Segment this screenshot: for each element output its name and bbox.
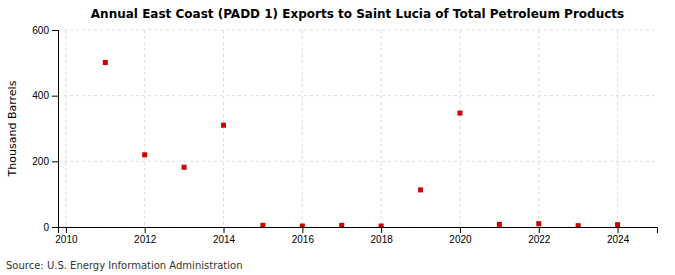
points <box>103 60 620 227</box>
title: Annual East Coast (PADD 1) Exports to Sa… <box>91 7 624 21</box>
grid <box>58 30 657 227</box>
plot: 2010 2012 2014 2016 2018 2020 2022 2024 0 200 400 6… <box>32 25 657 245</box>
point <box>142 152 147 157</box>
grid-line-y <box>58 30 657 31</box>
y-tick-mark <box>52 96 58 97</box>
grid-line-x <box>617 30 618 227</box>
x-tick: 2022 <box>528 227 551 245</box>
grid-line-x <box>302 30 303 227</box>
y-tick-mark <box>52 227 58 228</box>
x-tick-label: 2024 <box>607 234 630 245</box>
x-tick-mark <box>460 227 461 233</box>
y-tick-label: 0 <box>43 222 49 233</box>
y-tick-label: 600 <box>32 25 49 36</box>
y-tick: 0 <box>43 222 58 233</box>
y-tick-mark <box>52 30 58 31</box>
point <box>339 223 344 227</box>
source: Source: U.S. Energy Information Administ… <box>6 260 243 271</box>
y-tick-label: 200 <box>32 156 49 167</box>
point <box>497 222 502 227</box>
point <box>300 224 305 227</box>
grid-line-x <box>65 30 66 227</box>
grid-line-x <box>381 30 382 227</box>
x-tick: 2016 <box>292 227 315 245</box>
x-tick: 2018 <box>371 227 394 245</box>
x-axis: 2010 2012 2014 2016 2018 2020 2022 2024 <box>55 227 657 245</box>
y-axis-line <box>52 31 59 228</box>
y-tick-mark <box>52 161 58 162</box>
x-tick-label: 2012 <box>134 234 157 245</box>
point <box>615 222 620 227</box>
x-tick-mark <box>145 227 146 233</box>
y-tick-label: 400 <box>32 90 49 101</box>
x-tick: 2014 <box>213 227 236 245</box>
x-tick-mark <box>66 227 67 233</box>
point <box>103 60 108 65</box>
point <box>260 223 265 227</box>
x-tick-mark <box>381 227 382 233</box>
x-tick-label: 2014 <box>213 234 236 245</box>
grid-line-x <box>459 30 460 227</box>
y-tick: 400 <box>32 90 58 101</box>
x-tick: 2012 <box>134 227 157 245</box>
x-tick-mark <box>224 227 225 233</box>
point <box>457 111 462 116</box>
y-axis: 0 200 400 600 <box>32 25 58 233</box>
point <box>536 221 541 226</box>
x-tick-label: 2022 <box>528 234 551 245</box>
grid-line-y <box>58 161 657 162</box>
grid-line-x <box>538 30 539 227</box>
point <box>221 123 226 128</box>
point <box>379 224 384 227</box>
x-tick: 2010 <box>55 227 78 245</box>
y-axis-title: Thousand Barrels <box>6 80 19 177</box>
x-tick-label: 2018 <box>371 234 394 245</box>
y-tick: 600 <box>32 25 58 36</box>
point <box>182 165 187 170</box>
x-tick: 2020 <box>449 227 472 245</box>
grid-line-y <box>58 95 657 96</box>
x-tick-mark <box>618 227 619 233</box>
point <box>418 187 423 192</box>
x-tick-mark <box>539 227 540 233</box>
grid-line-x <box>223 30 224 227</box>
point <box>576 223 581 227</box>
y-tick: 200 <box>32 156 58 167</box>
chart: 2010 2012 2014 2016 2018 2020 2022 2024 0 200 400 6… <box>0 0 675 275</box>
x-tick-label: 2020 <box>449 234 472 245</box>
grid-line-x <box>144 30 145 227</box>
x-axis-line <box>59 228 658 234</box>
x-tick-mark <box>302 227 303 233</box>
x-tick-label: 2016 <box>292 234 315 245</box>
x-tick: 2024 <box>607 227 630 245</box>
x-tick-label: 2010 <box>55 234 78 245</box>
